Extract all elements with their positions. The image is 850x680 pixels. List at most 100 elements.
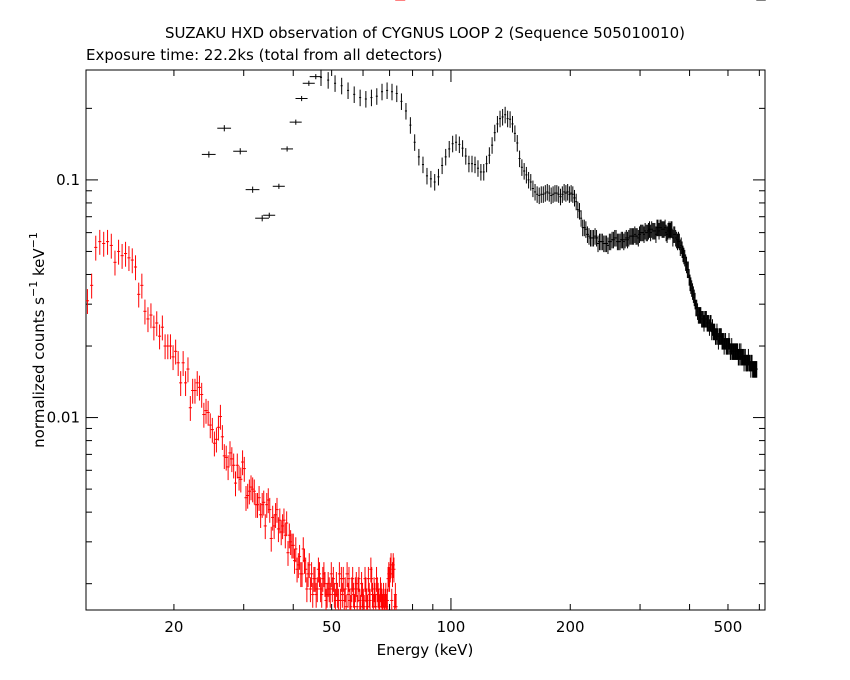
data-point bbox=[437, 168, 440, 186]
data-point bbox=[130, 248, 134, 274]
data-point bbox=[612, 231, 615, 249]
data-point bbox=[216, 415, 220, 441]
data-point bbox=[260, 492, 264, 518]
data-point bbox=[354, 571, 358, 597]
data-point bbox=[117, 239, 121, 265]
data-point bbox=[206, 400, 210, 426]
x-tick-label: 200 bbox=[556, 618, 585, 636]
data-series bbox=[85, 0, 406, 610]
data-point bbox=[186, 357, 190, 383]
data-point bbox=[98, 229, 102, 255]
data-point bbox=[289, 119, 302, 125]
data-point bbox=[197, 375, 202, 401]
y-axis-label-mid: keV bbox=[30, 248, 48, 281]
data-point bbox=[583, 219, 586, 237]
data-point bbox=[302, 80, 315, 86]
data-point bbox=[518, 150, 521, 168]
data-point bbox=[625, 229, 628, 247]
data-point bbox=[224, 445, 228, 471]
data-point bbox=[158, 324, 162, 350]
data-point bbox=[571, 186, 574, 203]
data-point bbox=[413, 134, 416, 151]
data-point bbox=[576, 201, 579, 219]
data-point bbox=[421, 156, 425, 174]
data-series bbox=[201, 0, 766, 378]
data-point bbox=[295, 95, 308, 102]
data-point bbox=[179, 371, 183, 397]
data-point bbox=[516, 135, 519, 152]
data-point bbox=[146, 307, 150, 333]
data-point bbox=[451, 135, 454, 153]
data-point bbox=[300, 562, 304, 588]
data-point bbox=[239, 467, 243, 493]
data-point bbox=[461, 140, 464, 157]
data-point bbox=[496, 115, 499, 133]
data-point bbox=[364, 91, 367, 108]
data-point bbox=[523, 163, 526, 180]
y-tick-label: 0.01 bbox=[47, 409, 80, 427]
data-point bbox=[464, 148, 467, 165]
data-point bbox=[400, 93, 403, 110]
data-point bbox=[473, 156, 477, 174]
data-point bbox=[534, 183, 537, 201]
data-point bbox=[351, 566, 355, 592]
data-point bbox=[317, 562, 322, 588]
data-point bbox=[195, 371, 199, 397]
data-point bbox=[320, 582, 324, 608]
data-point bbox=[200, 382, 204, 408]
data-point bbox=[429, 170, 432, 188]
data-point bbox=[217, 125, 232, 132]
data-point bbox=[155, 311, 159, 337]
data-point bbox=[552, 186, 555, 203]
data-point bbox=[563, 183, 566, 201]
data-point bbox=[488, 147, 491, 164]
data-point bbox=[222, 444, 226, 470]
chart-title: SUZAKU HXD observation of CYGNUS LOOP 2 … bbox=[165, 24, 685, 42]
data-point bbox=[392, 557, 396, 583]
chart-subtitle: Exposure time: 22.2ks (total from all de… bbox=[86, 46, 442, 64]
data-point bbox=[544, 185, 547, 202]
data-point bbox=[606, 237, 610, 255]
data-point bbox=[174, 339, 178, 365]
plot-frame bbox=[85, 69, 766, 611]
data-point bbox=[244, 486, 248, 511]
data-point bbox=[272, 183, 285, 189]
data-point bbox=[501, 109, 504, 126]
data-point bbox=[374, 595, 378, 610]
data-point bbox=[341, 566, 345, 592]
data-point bbox=[127, 246, 131, 272]
data-point bbox=[493, 124, 496, 142]
data-point bbox=[226, 455, 230, 481]
x-tick-label: 50 bbox=[322, 618, 341, 636]
data-point bbox=[352, 595, 357, 610]
data-point bbox=[568, 186, 571, 203]
data-point bbox=[504, 106, 507, 124]
data-point bbox=[390, 588, 394, 610]
data-point bbox=[529, 174, 532, 191]
data-point bbox=[311, 582, 315, 608]
data-point bbox=[485, 155, 488, 173]
data-point bbox=[417, 148, 420, 166]
data-point bbox=[355, 595, 359, 610]
data-point bbox=[409, 117, 412, 134]
data-point bbox=[433, 174, 436, 191]
data-point bbox=[531, 180, 534, 198]
data-point bbox=[310, 562, 314, 588]
data-point bbox=[212, 431, 216, 457]
data-point bbox=[580, 210, 583, 227]
data-point bbox=[378, 595, 382, 610]
data-point bbox=[263, 514, 267, 540]
data-point bbox=[149, 303, 153, 329]
data-point bbox=[235, 453, 239, 479]
data-point bbox=[313, 566, 317, 592]
data-point bbox=[166, 334, 170, 360]
data-point bbox=[458, 136, 461, 154]
x-tick-label: 500 bbox=[714, 618, 743, 636]
data-point bbox=[184, 371, 188, 397]
data-point bbox=[370, 89, 373, 107]
data-point bbox=[557, 186, 560, 203]
data-point bbox=[286, 541, 290, 566]
data-point bbox=[467, 155, 470, 173]
data-point bbox=[338, 588, 342, 610]
data-point bbox=[365, 595, 370, 610]
